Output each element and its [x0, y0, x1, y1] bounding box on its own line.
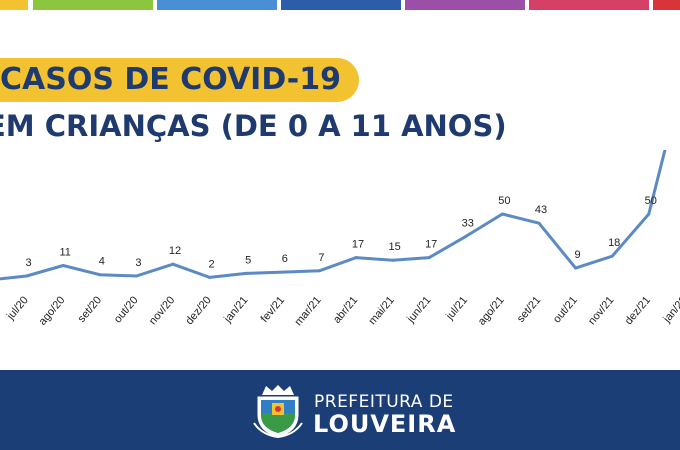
- data-label: 50: [645, 195, 657, 207]
- x-tick-label: jan/22: [661, 294, 680, 325]
- line-chart: jun/203jul/2011ago/204set/203out/2012nov…: [0, 150, 680, 328]
- data-point: [317, 269, 321, 273]
- data-label: 12: [169, 245, 181, 257]
- data-point: [98, 273, 102, 277]
- color-stripe: [157, 0, 277, 10]
- x-tick-label: out/20: [112, 294, 141, 325]
- x-tick-label: mai/21: [366, 294, 396, 327]
- municipal-crest-icon: [253, 385, 303, 439]
- x-tick-label: dez/20: [183, 294, 213, 327]
- data-label: 18: [608, 237, 620, 249]
- data-label: 11: [59, 246, 70, 258]
- data-point: [574, 266, 578, 270]
- data-label: 33: [462, 217, 474, 229]
- data-label: 50: [498, 195, 510, 207]
- data-point: [244, 271, 248, 275]
- data-point: [25, 274, 29, 278]
- data-point: [500, 212, 504, 216]
- chart-title-line1: CASOS DE COVID-19: [0, 58, 359, 102]
- x-tick-label: ago/21: [476, 294, 507, 327]
- data-point: [427, 256, 431, 260]
- data-label: 17: [425, 239, 437, 251]
- x-tick-label: fev/21: [259, 294, 287, 325]
- x-tick-label: mar/21: [292, 294, 323, 328]
- data-label: 9: [575, 249, 581, 261]
- data-label: 3: [26, 257, 32, 269]
- data-label: 6: [282, 253, 288, 265]
- color-stripe: [653, 0, 680, 10]
- data-point: [464, 234, 468, 238]
- data-label: 17: [352, 239, 364, 251]
- x-tick-label: set/21: [515, 294, 543, 325]
- x-tick-label: abr/21: [331, 294, 360, 326]
- data-label: 4: [99, 256, 105, 268]
- data-label: 2: [209, 258, 215, 270]
- data-point: [647, 212, 651, 216]
- footer-city-text: LOUVEIRA: [313, 410, 457, 438]
- x-tick-label: jul/21: [443, 294, 470, 323]
- series-line: [0, 150, 667, 281]
- color-stripe: [281, 0, 401, 10]
- x-tick-label: out/21: [551, 294, 580, 325]
- data-point: [391, 258, 395, 262]
- footer-banner: [0, 370, 680, 450]
- color-stripe: [529, 0, 649, 10]
- color-stripe: [0, 0, 28, 10]
- x-tick-label: set/20: [76, 294, 104, 325]
- x-tick-label: jun/21: [404, 294, 433, 325]
- x-tick-label: ago/20: [37, 294, 68, 327]
- x-tick-label: dez/21: [623, 294, 653, 327]
- x-tick-label: jul/20: [4, 294, 31, 323]
- data-point: [61, 263, 65, 267]
- data-label: 5: [245, 254, 251, 266]
- data-point: [171, 262, 175, 266]
- data-point: [354, 256, 358, 260]
- data-label: 7: [318, 252, 324, 264]
- data-label: 15: [388, 241, 400, 253]
- data-point: [610, 254, 614, 258]
- data-point: [281, 270, 285, 274]
- data-label: 3: [135, 257, 141, 269]
- data-point: [208, 275, 212, 279]
- x-tick-label: nov/20: [147, 294, 177, 327]
- chart-title-line2: EM CRIANÇAS (DE 0 A 11 ANOS): [0, 109, 507, 143]
- color-stripe: [33, 0, 153, 10]
- x-tick-label: nov/21: [586, 294, 616, 327]
- data-point: [537, 221, 541, 225]
- x-tick-label: jan/21: [221, 294, 250, 325]
- color-stripe-bar: [0, 0, 680, 10]
- data-label: 43: [535, 204, 547, 216]
- data-point: [134, 274, 138, 278]
- color-stripe: [405, 0, 525, 10]
- footer-prefix-text: PREFEITURA DE: [314, 392, 454, 412]
